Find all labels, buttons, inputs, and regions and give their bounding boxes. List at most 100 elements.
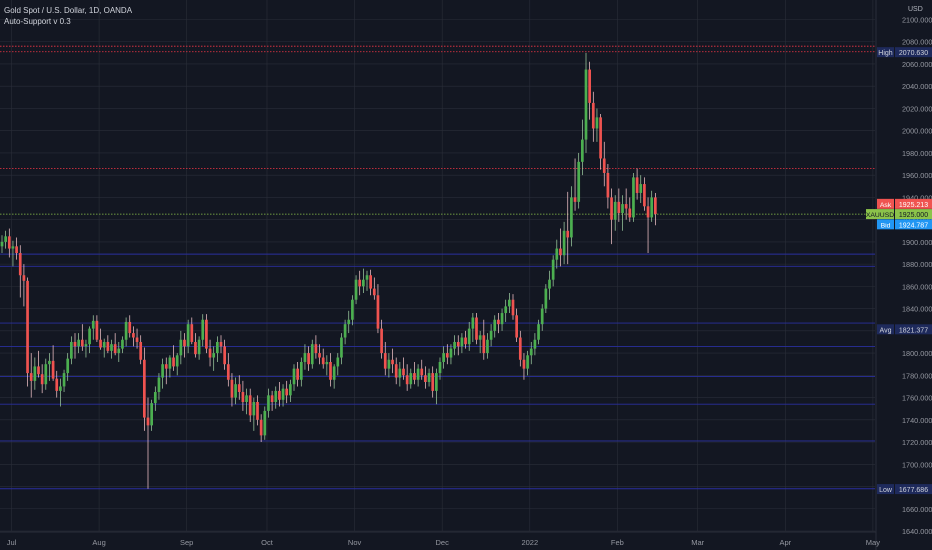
candle-body <box>533 339 537 349</box>
candle-body <box>132 333 135 338</box>
price-tag-value-bg <box>895 484 932 495</box>
candle-body <box>102 341 106 348</box>
y-tick-label: 2100.000 <box>902 16 932 25</box>
candle-body <box>18 253 22 276</box>
y-tick-label: 1900.000 <box>902 238 932 247</box>
candle-body <box>153 392 157 404</box>
candle-body <box>29 373 33 381</box>
candle-body <box>205 319 208 349</box>
x-tick-label: Feb <box>611 538 624 547</box>
candle-body <box>599 117 602 159</box>
candle-body <box>442 353 445 362</box>
time-axis[interactable]: Jul Aug Sep Oct Nov Dec 2022 Feb Mar Apr May <box>0 531 880 547</box>
candle-body <box>478 335 482 340</box>
candle-body <box>212 353 216 358</box>
candle-body <box>639 184 643 193</box>
candle-body <box>135 337 139 342</box>
candle-body <box>201 319 205 340</box>
candle-body <box>95 320 99 340</box>
y-tick-label: 1800.000 <box>902 349 932 358</box>
candle-body <box>161 364 164 378</box>
price-tag-label-bg <box>877 198 894 209</box>
x-tick-label: Jul <box>7 538 17 547</box>
candle-body <box>252 402 256 416</box>
candle-body <box>278 390 281 400</box>
candle-body <box>427 373 431 382</box>
candle-body <box>179 339 183 356</box>
candle-body <box>172 357 175 367</box>
candle-body <box>256 402 259 420</box>
candle-body <box>529 348 533 356</box>
candle-body <box>526 355 529 369</box>
candle-body <box>482 335 486 354</box>
candle-body <box>7 236 11 249</box>
candle-body <box>493 319 497 331</box>
candle-body <box>110 344 113 351</box>
candle-body <box>48 360 51 365</box>
candle-body <box>489 330 493 340</box>
candle-body <box>0 241 4 247</box>
price-tag-value: 1925.000 <box>899 212 928 219</box>
price-tag-value: 1821.377 <box>899 327 928 334</box>
candle-body <box>106 341 110 351</box>
candle-body <box>321 357 325 365</box>
y-tick-label: 1660.000 <box>902 505 932 514</box>
candle-body <box>544 288 548 309</box>
candle-body <box>59 386 62 391</box>
candle-body <box>445 353 449 358</box>
candle-body <box>164 364 168 369</box>
price-tag-value-bg <box>895 219 932 230</box>
candle-body <box>453 341 456 349</box>
candle-body <box>91 320 95 329</box>
indicator-label[interactable]: Auto-Support v 0.3 <box>4 17 71 26</box>
candle-body <box>88 328 91 345</box>
candle-body <box>581 139 584 162</box>
support-resistance-levels <box>0 45 875 490</box>
candle-body <box>559 248 562 256</box>
candle-body <box>551 259 555 280</box>
candle-body <box>230 379 234 398</box>
price-tag-label-bg <box>877 484 894 495</box>
candle-body <box>22 275 26 281</box>
candle-body <box>186 324 190 347</box>
candle-body <box>504 306 508 314</box>
candle-body <box>577 161 581 202</box>
candle-body <box>325 361 329 365</box>
currency-label: USD <box>908 6 923 13</box>
candle-body <box>241 392 245 403</box>
y-tick-label: 1720.000 <box>902 438 932 447</box>
candle-body <box>643 184 646 207</box>
candle-body <box>405 375 409 385</box>
candle-body <box>595 117 599 129</box>
candle-body <box>11 246 15 249</box>
candle-body <box>183 339 186 347</box>
y-tick-label: 1760.000 <box>902 394 932 403</box>
price-tag-avg: Avg 1821.377 <box>877 324 932 335</box>
symbol-title[interactable]: Gold Spot / U.S. Dollar, 1D, OANDA <box>4 6 133 15</box>
candle-body <box>226 364 230 380</box>
candle-body <box>274 390 278 403</box>
candle-body <box>332 366 336 380</box>
candle-body <box>613 201 617 220</box>
candle-body <box>139 341 143 360</box>
y-tick-label: 1700.000 <box>902 460 932 469</box>
candle-body <box>124 321 128 340</box>
candle-body <box>369 275 372 289</box>
price-tag-value: 1924.787 <box>899 222 928 229</box>
candle-body <box>617 201 621 213</box>
candle-body <box>584 69 588 140</box>
candle-body <box>606 172 610 198</box>
candle-body <box>654 197 657 215</box>
candle-body <box>449 348 453 358</box>
candle-body <box>51 360 55 379</box>
candle-body <box>4 236 7 242</box>
candle-body <box>303 353 307 362</box>
price-tag-label-bg <box>877 219 894 230</box>
candle-body <box>329 361 332 380</box>
price-axis[interactable]: 1640.0001660.0001680.0001700.0001720.000… <box>875 0 932 550</box>
candle-body <box>190 324 194 342</box>
price-tag-value-bg <box>895 324 932 335</box>
candle-body <box>347 319 351 325</box>
